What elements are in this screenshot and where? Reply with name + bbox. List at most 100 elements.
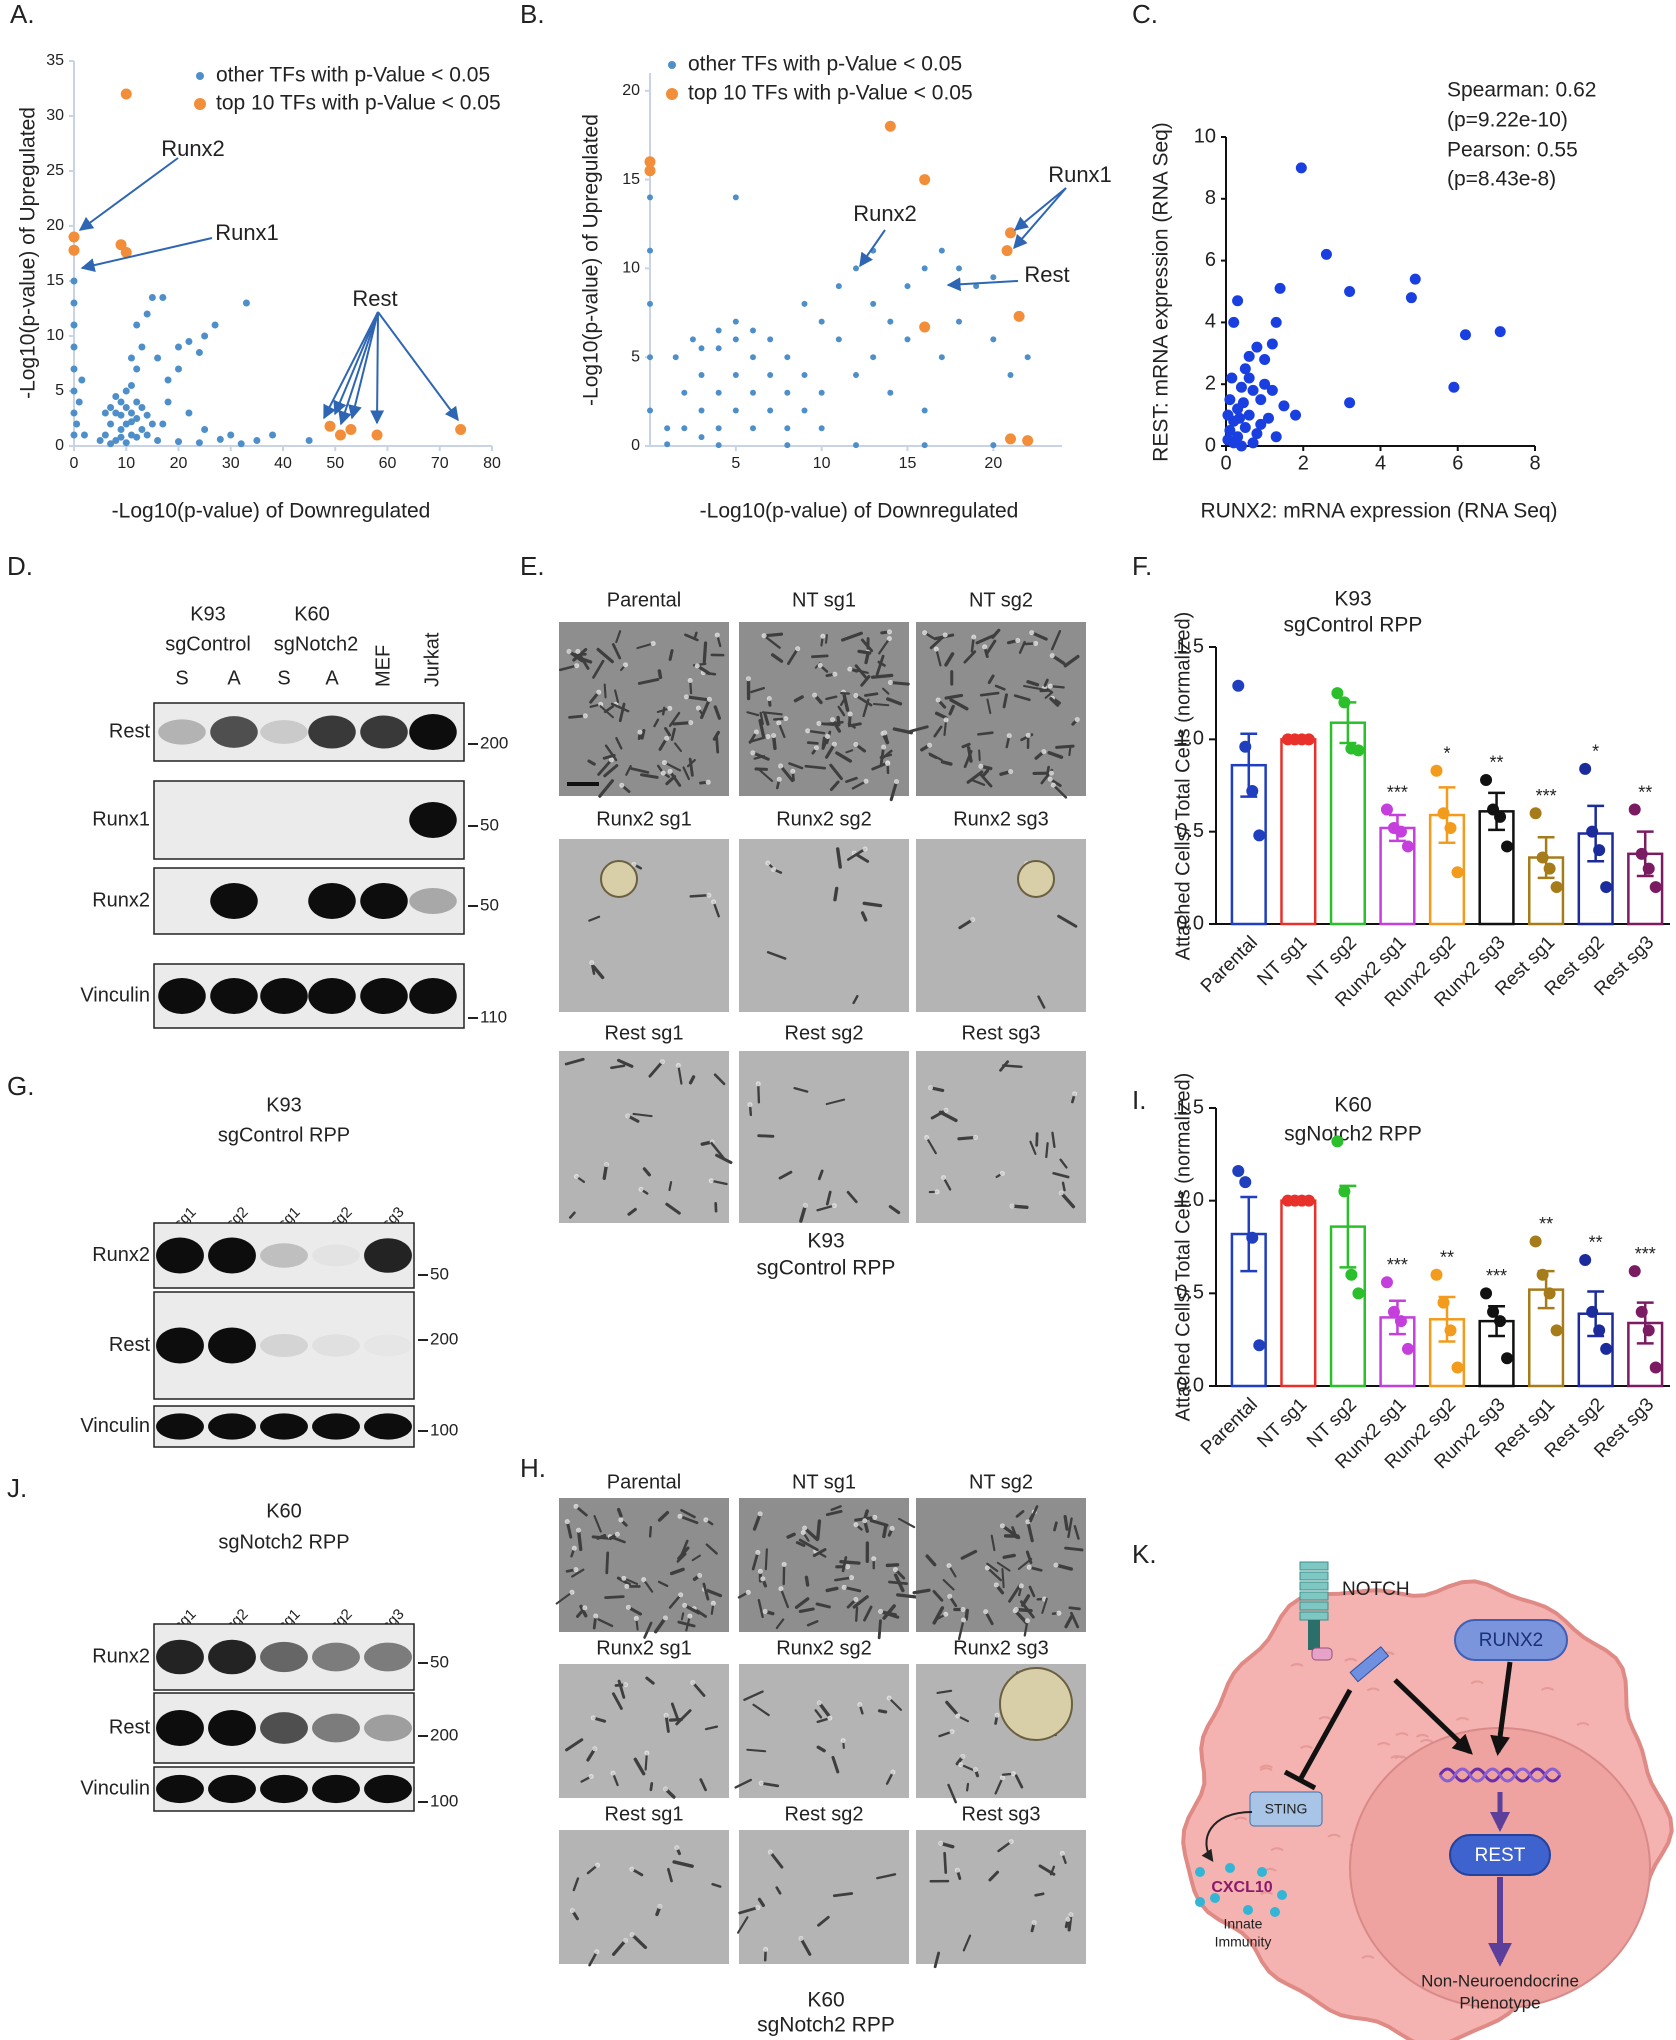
micrograph-label: Rest sg3 xyxy=(962,1803,1041,1825)
cell-body xyxy=(816,721,822,727)
cell-shape xyxy=(611,643,622,660)
data-point xyxy=(1295,162,1307,174)
cell-shape xyxy=(806,741,819,745)
cell-body xyxy=(705,779,711,785)
panel-label: K. xyxy=(1132,1539,1157,1569)
blot-band xyxy=(158,978,206,1014)
blot-row-label: Rest xyxy=(109,1334,151,1356)
cell-body xyxy=(1048,770,1054,776)
cell-body xyxy=(983,1609,989,1615)
cell-body xyxy=(682,1602,688,1608)
signal-arrow xyxy=(1393,1678,1473,1755)
lane-label: A xyxy=(227,667,241,689)
cell-shape xyxy=(888,680,910,686)
cell-shape xyxy=(816,1519,822,1541)
data-point xyxy=(117,411,125,419)
cell-shape xyxy=(1029,1140,1037,1155)
cell-shape xyxy=(825,1586,839,1593)
blot-band xyxy=(210,978,258,1014)
panel-label: C. xyxy=(1132,0,1158,29)
data-point xyxy=(73,420,81,428)
y-axis-label: REST: mRNA expression (RNA Seq) xyxy=(1150,122,1173,462)
micrograph xyxy=(916,1051,1086,1223)
blot-band xyxy=(208,1327,256,1364)
cell-body xyxy=(573,1503,579,1509)
cell-shape xyxy=(713,1073,726,1086)
micrograph xyxy=(916,1830,1086,1969)
data-point xyxy=(216,435,224,443)
data-point xyxy=(122,439,130,447)
cell-body xyxy=(802,1203,808,1209)
data-point xyxy=(672,354,679,361)
data-point xyxy=(143,310,151,318)
cell-body xyxy=(614,1531,620,1537)
marker-label: 200 xyxy=(480,733,508,752)
cell-body xyxy=(663,1712,669,1718)
cell-shape xyxy=(672,721,693,726)
cell-texture xyxy=(1318,1716,1332,1721)
cell-shape xyxy=(757,768,774,782)
cell-body xyxy=(1000,1775,1006,1781)
cell-texture xyxy=(1395,1732,1409,1737)
data-point xyxy=(201,332,209,340)
data-point xyxy=(664,425,671,432)
cell-shape xyxy=(625,764,632,776)
data-point xyxy=(715,389,722,396)
cell-shape xyxy=(936,1689,953,1695)
data-point xyxy=(1380,803,1393,816)
cell-body xyxy=(1074,717,1080,723)
cell-body xyxy=(889,1525,895,1531)
cell-shape xyxy=(949,698,969,711)
blot-band xyxy=(360,883,408,919)
cell-body xyxy=(755,1549,761,1555)
cell-clump xyxy=(600,860,638,898)
cell-shape xyxy=(668,649,674,661)
blot-band xyxy=(364,1714,412,1742)
data-point xyxy=(1232,679,1245,692)
cell-body xyxy=(943,1107,949,1113)
data-point xyxy=(938,354,945,361)
data-point xyxy=(154,354,162,362)
data-point xyxy=(698,434,705,441)
cell-body xyxy=(594,1949,600,1955)
cell-shape xyxy=(770,653,784,663)
cell-shape xyxy=(981,769,990,778)
cell-shape xyxy=(630,767,650,774)
data-point xyxy=(784,389,791,396)
cell-body xyxy=(853,1596,859,1602)
y-tick-label: 0 xyxy=(1205,434,1216,456)
cell-body xyxy=(1018,1583,1024,1589)
cell-shape xyxy=(864,692,879,697)
blot-group-label: sgControl xyxy=(165,633,251,655)
data-point xyxy=(647,247,653,254)
micrograph-bg xyxy=(559,1051,729,1223)
micrograph-caption: sgNotch2 RPP xyxy=(757,2014,895,2037)
blot-row-label: Runx2 xyxy=(92,889,150,911)
cell-shape xyxy=(825,634,828,644)
y-tick-label: 10 xyxy=(622,260,640,277)
cell-shape xyxy=(811,654,829,659)
data-point xyxy=(1437,1296,1450,1309)
cell-shape xyxy=(703,1587,723,1598)
cell-shape xyxy=(1051,1131,1056,1149)
lane-label: Jurkat xyxy=(421,632,443,687)
x-tick-label: 8 xyxy=(1529,452,1540,474)
micrograph-label: Rest sg2 xyxy=(785,1803,864,1825)
cell-body xyxy=(1031,1920,1037,1926)
cell-body xyxy=(881,744,887,750)
data-point xyxy=(1224,425,1236,437)
cell-body xyxy=(1025,1519,1031,1525)
cell-shape xyxy=(636,642,655,650)
cell-shape xyxy=(1034,1892,1045,1897)
data-point xyxy=(818,389,825,396)
micrograph-caption: sgControl RPP xyxy=(757,1257,896,1280)
data-point xyxy=(1232,1165,1245,1178)
data-point xyxy=(1274,282,1286,294)
cell-body xyxy=(710,1600,716,1606)
data-point xyxy=(1494,810,1507,823)
cell-body xyxy=(831,741,837,747)
cell-shape xyxy=(598,779,614,798)
data-point xyxy=(1232,295,1244,307)
data-point xyxy=(784,425,791,432)
data-point xyxy=(732,336,739,343)
